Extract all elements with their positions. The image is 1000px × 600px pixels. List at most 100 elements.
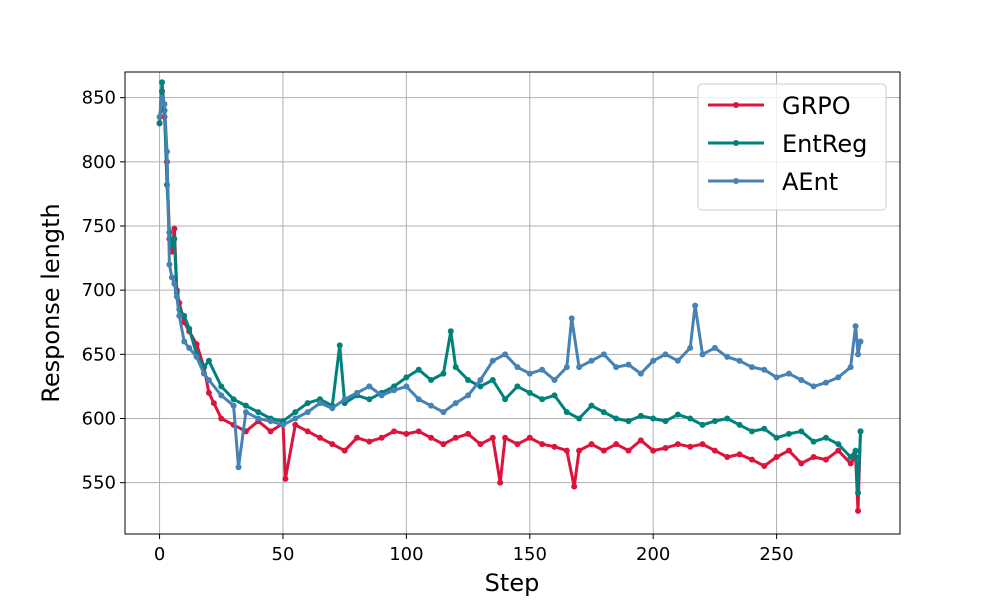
data-point bbox=[354, 389, 361, 396]
data-point bbox=[810, 383, 817, 390]
data-point bbox=[563, 364, 570, 371]
data-point bbox=[205, 389, 212, 396]
data-point bbox=[173, 293, 180, 300]
data-point bbox=[415, 366, 422, 373]
data-point bbox=[218, 415, 225, 422]
data-point bbox=[724, 353, 731, 360]
data-point bbox=[156, 120, 163, 127]
data-point bbox=[171, 225, 178, 232]
data-point bbox=[637, 437, 644, 444]
data-point bbox=[292, 421, 299, 428]
data-point bbox=[736, 357, 743, 364]
data-point bbox=[159, 79, 166, 86]
x-tick-label: 100 bbox=[389, 544, 423, 565]
y-tick-label: 700 bbox=[82, 280, 116, 301]
y-tick-label: 650 bbox=[82, 344, 116, 365]
data-point bbox=[378, 434, 385, 441]
legend: GRPO EntReg AEnt bbox=[697, 83, 887, 211]
data-point bbox=[699, 351, 706, 358]
data-point bbox=[391, 387, 398, 394]
data-point bbox=[563, 447, 570, 454]
legend-label: EntReg bbox=[782, 130, 867, 158]
data-point bbox=[415, 396, 422, 403]
data-point bbox=[810, 438, 817, 445]
data-point bbox=[699, 421, 706, 428]
data-point bbox=[159, 94, 166, 101]
data-point bbox=[835, 447, 842, 454]
data-point bbox=[415, 428, 422, 435]
data-point bbox=[773, 454, 780, 460]
data-point bbox=[497, 479, 504, 486]
data-point bbox=[539, 366, 546, 373]
data-point bbox=[489, 434, 496, 441]
data-point bbox=[329, 441, 336, 448]
data-point bbox=[748, 364, 755, 371]
data-point bbox=[857, 338, 864, 345]
plot-frame bbox=[124, 71, 901, 535]
data-point bbox=[568, 315, 575, 322]
data-point bbox=[304, 409, 311, 416]
data-point bbox=[857, 428, 864, 435]
data-point bbox=[613, 364, 620, 371]
data-point bbox=[600, 447, 607, 454]
data-point bbox=[477, 377, 484, 383]
data-point bbox=[551, 392, 558, 399]
y-tick-label: 800 bbox=[82, 152, 116, 173]
data-point bbox=[186, 344, 193, 351]
data-point bbox=[205, 377, 212, 383]
data-point bbox=[699, 441, 706, 448]
data-point bbox=[855, 351, 862, 358]
data-point bbox=[403, 383, 410, 390]
data-point bbox=[724, 454, 731, 460]
data-point bbox=[563, 409, 570, 416]
series-layer bbox=[156, 79, 864, 514]
data-point bbox=[210, 400, 217, 407]
data-point bbox=[465, 392, 472, 399]
data-point bbox=[785, 447, 792, 454]
data-point bbox=[810, 454, 817, 460]
data-point bbox=[230, 396, 237, 403]
data-point bbox=[650, 357, 657, 364]
y-tick-label: 550 bbox=[82, 473, 116, 494]
legend-item-grpo: GRPO bbox=[708, 92, 851, 120]
data-point bbox=[662, 351, 669, 358]
x-tick-label: 50 bbox=[272, 544, 295, 565]
legend-marker bbox=[733, 178, 739, 184]
data-point bbox=[798, 428, 805, 435]
y-tick-label: 600 bbox=[82, 409, 116, 430]
data-point bbox=[304, 428, 311, 435]
data-point bbox=[613, 415, 620, 422]
data-point bbox=[341, 447, 348, 454]
data-point bbox=[255, 415, 262, 422]
data-point bbox=[798, 377, 805, 383]
data-point bbox=[588, 357, 595, 364]
data-point bbox=[625, 418, 632, 425]
data-point bbox=[539, 441, 546, 448]
data-point bbox=[502, 396, 509, 403]
data-point bbox=[588, 441, 595, 448]
data-point bbox=[171, 280, 178, 287]
data-point bbox=[502, 351, 509, 358]
data-point bbox=[835, 374, 842, 381]
data-point bbox=[279, 421, 286, 428]
data-point bbox=[761, 462, 768, 469]
data-point bbox=[761, 425, 768, 432]
data-point bbox=[761, 366, 768, 373]
data-point bbox=[200, 370, 207, 377]
data-point bbox=[235, 464, 242, 471]
data-point bbox=[637, 370, 644, 377]
data-point bbox=[514, 441, 521, 448]
data-point bbox=[650, 415, 657, 422]
data-point bbox=[341, 396, 348, 403]
data-point bbox=[785, 430, 792, 437]
legend-item-entreg: EntReg bbox=[708, 130, 867, 158]
data-point bbox=[847, 460, 854, 467]
data-point bbox=[822, 379, 829, 386]
data-point bbox=[156, 113, 163, 120]
x-tick-label: 200 bbox=[636, 544, 670, 565]
x-tick-label: 150 bbox=[513, 544, 547, 565]
data-point bbox=[391, 428, 398, 435]
data-point bbox=[465, 377, 472, 383]
x-tick-label: 0 bbox=[154, 544, 165, 565]
